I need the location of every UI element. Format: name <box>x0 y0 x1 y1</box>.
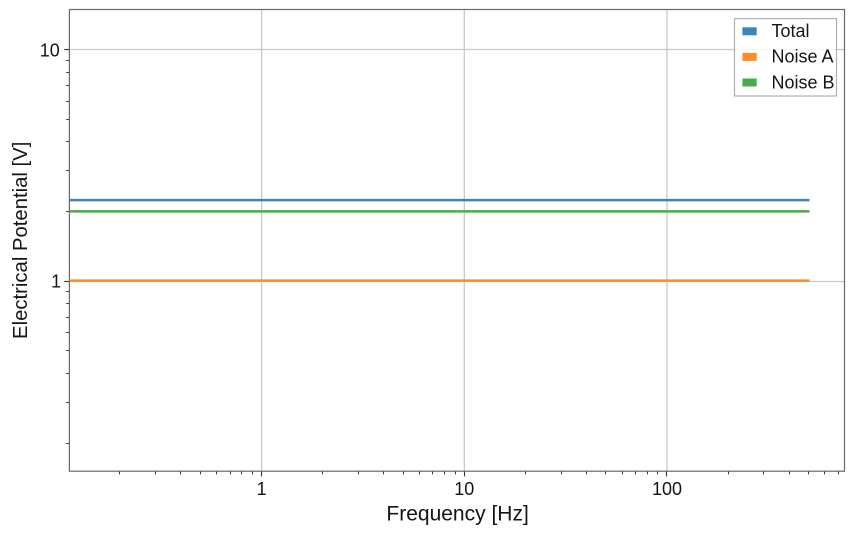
svg-text:Electrical Potential [V]: Electrical Potential [V] <box>10 142 32 339</box>
svg-text:100: 100 <box>652 479 682 499</box>
svg-text:Noise A: Noise A <box>772 47 834 67</box>
svg-text:Noise B: Noise B <box>772 72 835 92</box>
svg-text:Frequency [Hz]: Frequency [Hz] <box>386 503 528 526</box>
svg-text:10: 10 <box>40 41 60 61</box>
svg-text:1: 1 <box>51 272 61 292</box>
svg-text:Total: Total <box>772 21 810 41</box>
svg-text:10: 10 <box>454 479 474 499</box>
svg-text:1: 1 <box>257 479 267 499</box>
